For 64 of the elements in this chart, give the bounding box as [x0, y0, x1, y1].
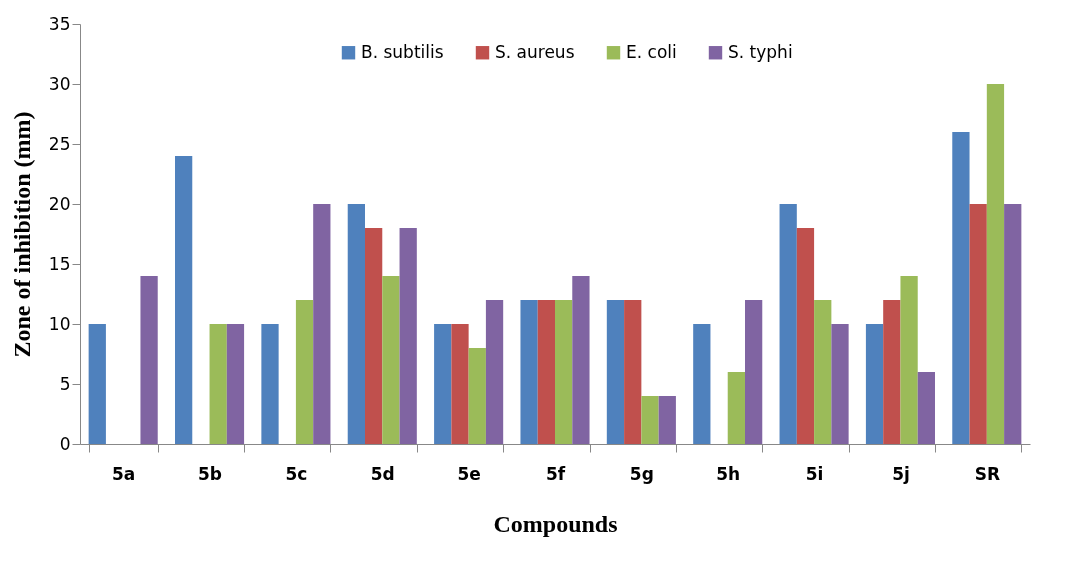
- bar: [658, 396, 676, 444]
- bar: [520, 300, 538, 444]
- legend-label: B. subtilis: [361, 41, 444, 62]
- bar: [1004, 204, 1022, 444]
- legend-label: S. aureus: [495, 41, 575, 62]
- bar: [606, 300, 625, 444]
- bar: [537, 300, 555, 444]
- bar: [485, 300, 504, 444]
- x-axis-title: Compounds: [493, 510, 618, 537]
- x-tick-label: 5b: [198, 463, 223, 484]
- bar: [693, 324, 711, 444]
- bar: [226, 324, 245, 444]
- bar: [917, 372, 935, 444]
- bar: [209, 324, 227, 444]
- x-tick-label: 5g: [629, 463, 654, 484]
- bar: [831, 324, 849, 444]
- bar: [295, 300, 314, 444]
- x-tick-label: 5d: [370, 463, 395, 484]
- bar: [365, 228, 383, 444]
- bar: [313, 204, 331, 444]
- bar: [347, 204, 365, 444]
- bar: [883, 300, 901, 444]
- bar: [865, 324, 884, 444]
- x-tick-label: 5j: [892, 463, 910, 484]
- legend-label: S. typhi: [728, 41, 793, 62]
- bar: [969, 204, 987, 444]
- bar: [261, 324, 279, 444]
- bar: [451, 324, 469, 444]
- bar: [745, 300, 763, 444]
- bar: [468, 348, 486, 444]
- bar: [986, 84, 1005, 444]
- y-tick-label: 15: [48, 253, 71, 274]
- bar: [952, 132, 970, 444]
- bar: [624, 300, 642, 444]
- bar: [434, 324, 452, 444]
- bar: [814, 300, 832, 444]
- x-tick-label: SR: [974, 463, 1000, 484]
- bar: [140, 276, 158, 444]
- bar: [796, 228, 815, 444]
- bar: [555, 300, 573, 444]
- bar: [175, 156, 193, 444]
- bar: [399, 228, 417, 444]
- x-tick-label: 5h: [716, 463, 741, 484]
- x-tick-label: 5e: [457, 463, 481, 484]
- bar: [88, 324, 106, 444]
- bar: [900, 276, 918, 444]
- y-tick-label: 25: [48, 133, 71, 154]
- y-tick-label: 0: [59, 433, 71, 454]
- x-tick-label: 5c: [285, 463, 308, 484]
- legend-label: E. coli: [626, 41, 677, 62]
- x-tick-label: 5a: [112, 463, 136, 484]
- bar: [779, 204, 797, 444]
- bar: [641, 396, 659, 444]
- y-tick-label: 30: [48, 73, 71, 94]
- y-tick-label: 5: [59, 373, 71, 394]
- bar: [382, 276, 400, 444]
- y-tick-label: 35: [48, 13, 71, 34]
- x-tick-label: 5f: [545, 463, 566, 484]
- bar: [727, 372, 745, 444]
- y-tick-label: 10: [48, 313, 71, 334]
- bar: [572, 276, 590, 444]
- y-axis-title: Zone of inhibition (mm): [8, 111, 35, 358]
- x-tick-label: 5i: [805, 463, 824, 484]
- y-tick-label: 20: [48, 193, 71, 214]
